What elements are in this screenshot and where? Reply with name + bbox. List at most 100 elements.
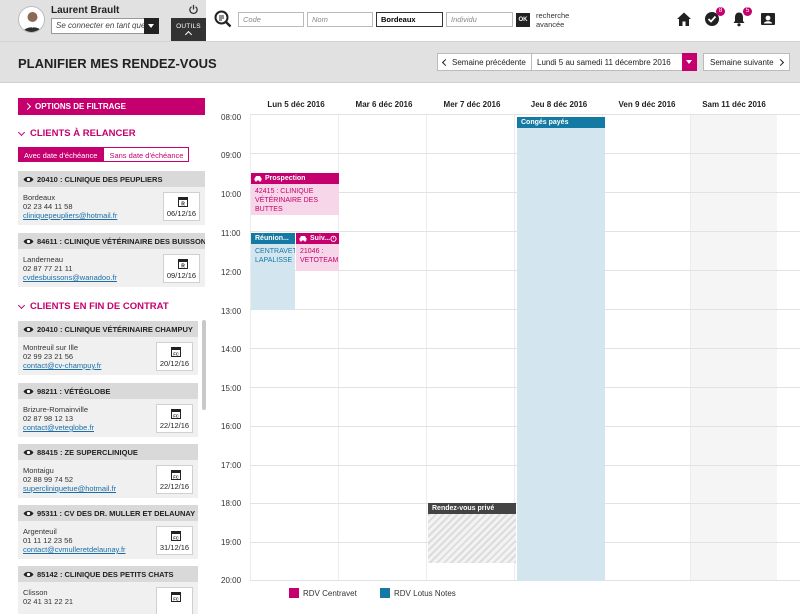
hour-label: 08:00 [221,113,242,122]
event-conges[interactable]: Congés payés [517,117,605,581]
next-week-button[interactable]: Semaine suivante [703,53,790,71]
eye-icon[interactable] [23,510,34,517]
hour-label: 11:00 [221,229,241,238]
code-input[interactable]: Code [238,12,304,27]
hour-label: 18:00 [221,499,242,508]
event-reunion[interactable]: Réunion... CENTRAVET LAPALISSE [251,233,295,310]
legend-swatch [380,588,390,598]
day-header-fri: Ven 9 déc 2016 [618,100,676,109]
hour-label: 16:00 [221,422,242,431]
contact-card-icon[interactable] [760,11,776,27]
week-select[interactable]: Lundi 5 au samedi 11 décembre 2016 [531,53,697,71]
event-line: 21046 : [300,248,324,255]
client-city: Montreuil sur Ille [23,343,79,352]
individu-input[interactable]: Individu [446,12,513,27]
advanced-search-link[interactable]: recherche avancée [536,11,569,29]
client-card[interactable]: 20410 : CLINIQUE VÉTÉRINAIRE CHAMPUY Mon… [18,321,198,375]
page-title: PLANIFIER MES RENDEZ-VOUS [18,56,217,71]
alerts-button[interactable]: 5 [731,7,752,27]
svg-text:FC: FC [173,351,179,356]
power-icon[interactable] [188,4,199,15]
event-line: CENTRAVET [255,248,295,255]
client-card-title: 98211 : VÉTÉGLOBE [18,383,198,399]
hour-line [250,114,800,115]
eye-icon[interactable] [23,238,34,245]
client-email-link[interactable]: cvdesbuissons@wanadoo.fr [23,273,117,282]
event-line: VÉTÉRINAIRE DES BUTTES [255,197,319,213]
due-date-toggle: Avec date d'échéance Sans date d'échéanc… [18,147,190,162]
eye-icon[interactable] [23,388,34,395]
client-city: Brizure-Romainville [23,405,89,414]
city-input[interactable]: Bordeaux [376,12,443,27]
calendar-icon: FC [171,592,181,602]
client-email-link[interactable]: contact@cv-champuy.fr [23,361,102,370]
event-suivi[interactable]: Suiv... 21046 : VETOTEAM [296,233,339,271]
eye-icon[interactable] [23,571,34,578]
legend-lotus: RDV Lotus Notes [380,588,456,598]
with-due-date-tab[interactable]: Avec date d'échéance [18,147,104,162]
event-body: CENTRAVET LAPALISSE [251,244,295,310]
client-card[interactable]: 85142 : CLINIQUE DES PETITS CHATS Clisso… [18,566,198,614]
tools-label: OUTILS [176,23,201,30]
due-date-box: R 06/12/16 [163,192,200,221]
client-phone: 02 23 44 11 58 [23,202,73,211]
car-icon [299,236,307,242]
client-card[interactable]: 20410 : CLINIQUE DES PEUPLIERS Bordeaux … [18,171,205,225]
eye-icon[interactable] [23,449,34,456]
contract-end-box: FC 31/12/16 [156,526,193,555]
due-date-box: R 09/12/16 [163,254,200,283]
chevron-down-icon[interactable] [144,18,159,34]
event-prospection[interactable]: Prospection 42415 : CLINIQUE VÉTÉRINAIRE… [251,173,339,215]
svg-text:R: R [181,201,185,207]
client-card[interactable]: 84611 : CLINIQUE VÉTÉRINAIRE DES BUISSON… [18,233,205,287]
legend-label: RDV Lotus Notes [394,589,456,598]
tasks-badge: 8 [716,7,725,16]
event-title: Congés payés [517,117,605,128]
section-clients-a-relancer[interactable]: CLIENTS À RELANCER [18,128,136,139]
client-card[interactable]: 98211 : VÉTÉGLOBE Brizure-Romainville 02… [18,383,198,437]
contract-end-date: 22/12/16 [159,482,190,491]
alerts-badge: 5 [743,7,752,16]
event-line: LAPALISSE [255,257,293,264]
client-email-link[interactable]: contact@cvmulleretdelaunay.fr [23,545,126,554]
client-email-link[interactable]: cliniquepeupliers@hotmail.fr [23,211,118,220]
client-email-link[interactable]: contact@veteglobe.fr [23,423,94,432]
client-card-title: 85142 : CLINIQUE DES PETITS CHATS [18,566,198,582]
client-city: Argenteuil [23,527,57,536]
top-bar: Laurent Brault Se connecter en tant que … [0,0,800,42]
contract-end-box: FC 22/12/16 [156,404,193,433]
week-range: Lundi 5 au samedi 11 décembre 2016 [537,58,671,67]
login-as-select[interactable]: Se connecter en tant que [51,18,159,34]
previous-week-button[interactable]: Semaine précédente [437,53,533,71]
eye-icon[interactable] [23,326,34,333]
client-card[interactable]: 88415 : ZE SUPERCLINIQUE Montaigu 02 88 … [18,444,198,498]
client-email-link[interactable]: supercliniquetue@hotmail.fr [23,484,117,493]
day-header-sat: Sam 11 déc 2016 [702,100,766,109]
chevron-down-icon[interactable] [682,53,697,71]
left-panel: OPTIONS DE FILTRAGE CLIENTS À RELANCER A… [0,84,215,614]
hour-label: 20:00 [221,576,242,585]
event-title: Réunion... [251,233,295,244]
search-zone-icon[interactable] [214,10,232,28]
home-icon[interactable] [676,11,692,27]
nom-input[interactable]: Nom [307,12,373,27]
day-header-tue: Mar 6 déc 2016 [355,100,413,109]
search-ok-button[interactable]: OK [516,13,530,27]
without-due-date-tab[interactable]: Sans date d'échéance [103,147,190,162]
avatar[interactable] [18,6,45,33]
event-rdv-prive[interactable]: Rendez-vous privé [428,503,516,563]
column-divider [338,114,339,580]
day-header-wed: Mer 7 déc 2016 [443,100,501,109]
svg-text:FC: FC [173,535,179,540]
hour-label: 14:00 [221,345,242,354]
tools-button[interactable]: OUTILS [171,18,206,41]
chevron-up-icon [184,30,193,39]
eye-icon[interactable] [23,176,34,183]
client-card[interactable]: 95311 : CV DES DR. MULLER ET DELAUNAY Ar… [18,505,198,559]
bell-icon [733,12,745,27]
tasks-button[interactable]: 8 [704,7,725,27]
left-panel-scrollbar[interactable] [202,320,206,410]
calendar-icon: R [178,197,188,207]
section-clients-fin-de-contrat[interactable]: CLIENTS EN FIN DE CONTRAT [18,301,169,312]
filter-options-button[interactable]: OPTIONS DE FILTRAGE [18,98,205,115]
